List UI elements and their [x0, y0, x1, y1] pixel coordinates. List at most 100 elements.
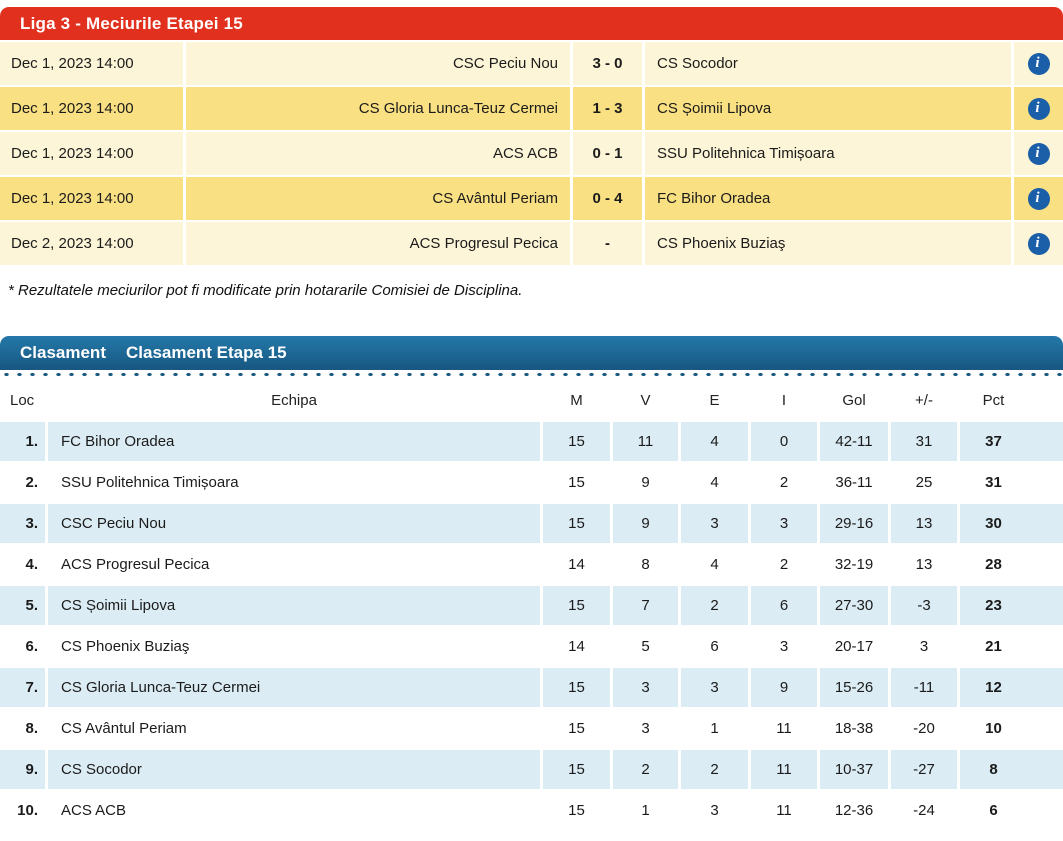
- column-header-loc: Loc: [10, 392, 35, 409]
- standings-cell-i: 2: [751, 545, 817, 584]
- standings-cell-team: SSU Politehnica Timișoara: [48, 463, 540, 502]
- match-row: Dec 1, 2023 14:00 ACS ACB 0 - 1 SSU Politeh…: [0, 132, 1063, 175]
- standings-cell-loc: 5.: [0, 586, 45, 625]
- column-header-i: I: [781, 392, 787, 409]
- match-date: Dec 1, 2023 14:00: [0, 42, 183, 85]
- standings-rows: 1. FC Bihor Oradea 15 11 4 0 42-11 31 37 2. SSU Po…: [0, 422, 1063, 830]
- standings-cell-m: 15: [543, 422, 610, 461]
- match-date: Dec 1, 2023 14:00: [0, 132, 183, 175]
- standings-row: 1. FC Bihor Oradea 15 11 4 0 42-11 31 37: [0, 422, 1063, 461]
- standings-cell-v: 9: [613, 463, 678, 502]
- standings-cell-gol: 42-11: [820, 422, 888, 461]
- column-header-gol: Gol: [842, 392, 866, 409]
- standings-cell-diff: -11: [891, 668, 957, 707]
- standings-cell-v: 2: [613, 750, 678, 789]
- column-header-diff: +/-: [915, 392, 933, 409]
- standings-cell-team: CS Socodor: [48, 750, 540, 789]
- matches-title: Liga 3 - Meciurile Etapei 15: [20, 13, 243, 33]
- standings-cell-gol: 15-26: [820, 668, 888, 707]
- standings-cell-team: ACS ACB: [48, 791, 540, 830]
- standings-cell-team: ACS Progresul Pecica: [48, 545, 540, 584]
- info-icon[interactable]: i: [1027, 52, 1050, 75]
- standings-cell-pct: 30: [960, 504, 1063, 543]
- match-date: Dec 1, 2023 14:00: [0, 87, 183, 130]
- info-icon[interactable]: i: [1027, 142, 1050, 165]
- standings-table: Clasament Clasament Etapa 15 Loc Echipa …: [0, 336, 1063, 830]
- standings-cell-e: 2: [681, 750, 748, 789]
- info-icon[interactable]: i: [1027, 232, 1050, 255]
- standings-cell-diff: 31: [891, 422, 957, 461]
- standings-cell-loc: 8.: [0, 709, 45, 748]
- standings-cell-e: 3: [681, 668, 748, 707]
- standings-cell-i: 2: [751, 463, 817, 502]
- away-team: SSU Politehnica Timișoara: [645, 132, 1011, 175]
- standings-title: Clasament: [20, 343, 106, 362]
- standings-row: 3. CSC Peciu Nou 15 9 3 3 29-16 13 30: [0, 504, 1063, 543]
- standings-cell-e: 6: [681, 627, 748, 666]
- match-score: 0 - 1: [573, 132, 642, 175]
- standings-cell-v: 3: [613, 668, 678, 707]
- standings-cell-team: CSC Peciu Nou: [48, 504, 540, 543]
- standings-cell-m: 14: [543, 545, 610, 584]
- standings-cell-e: 4: [681, 463, 748, 502]
- standings-cell-diff: -27: [891, 750, 957, 789]
- standings-cell-m: 15: [543, 668, 610, 707]
- away-team: CS Șoimii Lipova: [645, 87, 1011, 130]
- standings-cell-m: 15: [543, 791, 610, 830]
- standings-cell-gol: 29-16: [820, 504, 888, 543]
- standings-cell-gol: 12-36: [820, 791, 888, 830]
- home-team: CS Gloria Lunca-Teuz Cermei: [186, 87, 570, 130]
- standings-cell-loc: 7.: [0, 668, 45, 707]
- standings-cell-v: 7: [613, 586, 678, 625]
- standings-cell-pct: 28: [960, 545, 1063, 584]
- away-team: CS Socodor: [645, 42, 1011, 85]
- matches-header: Liga 3 - Meciurile Etapei 15: [0, 7, 1063, 40]
- standings-row: 2. SSU Politehnica Timișoara 15 9 4 2 36-11 25 3…: [0, 463, 1063, 502]
- home-team: ACS ACB: [186, 132, 570, 175]
- match-date: Dec 2, 2023 14:00: [0, 222, 183, 265]
- standings-cell-m: 14: [543, 627, 610, 666]
- info-icon[interactable]: i: [1027, 97, 1050, 120]
- standings-cell-gol: 18-38: [820, 709, 888, 748]
- standings-subtitle: Clasament Etapa 15: [125, 343, 287, 362]
- away-team: CS Phoenix Buziaş: [645, 222, 1011, 265]
- away-team: FC Bihor Oradea: [645, 177, 1011, 220]
- match-score: 3 - 0: [573, 42, 642, 85]
- standings-cell-gol: 10-37: [820, 750, 888, 789]
- column-header-m: M: [570, 392, 583, 409]
- standings-cell-i: 6: [751, 586, 817, 625]
- standings-column-header: Loc Echipa M V E I Gol +/- Pct: [0, 379, 1063, 422]
- standings-row: 10. ACS ACB 15 1 3 11 12-36 -24 6: [0, 791, 1063, 830]
- standings-cell-gol: 20-17: [820, 627, 888, 666]
- standings-row: 4. ACS Progresul Pecica 14 8 4 2 32-19 13 28: [0, 545, 1063, 584]
- standings-cell-e: 4: [681, 545, 748, 584]
- info-icon[interactable]: i: [1027, 187, 1050, 210]
- standings-cell-i: 9: [751, 668, 817, 707]
- standings-cell-i: 11: [751, 750, 817, 789]
- standings-cell-e: 3: [681, 791, 748, 830]
- standings-cell-v: 9: [613, 504, 678, 543]
- home-team: CSC Peciu Nou: [186, 42, 570, 85]
- standings-cell-pct: 6: [960, 791, 1063, 830]
- standings-cell-team: CS Phoenix Buziaş: [48, 627, 540, 666]
- standings-cell-m: 15: [543, 586, 610, 625]
- standings-header: Clasament Clasament Etapa 15: [0, 336, 1063, 370]
- standings-cell-team: FC Bihor Oradea: [48, 422, 540, 461]
- standings-cell-loc: 10.: [0, 791, 45, 830]
- standings-cell-v: 1: [613, 791, 678, 830]
- standings-cell-e: 4: [681, 422, 748, 461]
- column-header-e: E: [709, 392, 720, 409]
- standings-cell-e: 3: [681, 504, 748, 543]
- standings-cell-pct: 31: [960, 463, 1063, 502]
- standings-row: 6. CS Phoenix Buziaş 14 5 6 3 20-17 3 21: [0, 627, 1063, 666]
- standings-row: 7. CS Gloria Lunca-Teuz Cermei 15 3 3 9 15-26-…: [0, 668, 1063, 707]
- column-header-echipa: Echipa: [271, 392, 317, 409]
- standings-cell-e: 1: [681, 709, 748, 748]
- standings-cell-pct: 12: [960, 668, 1063, 707]
- standings-cell-i: 11: [751, 709, 817, 748]
- match-score: 1 - 3: [573, 87, 642, 130]
- standings-cell-gol: 36-11: [820, 463, 888, 502]
- column-header-v: V: [640, 392, 651, 409]
